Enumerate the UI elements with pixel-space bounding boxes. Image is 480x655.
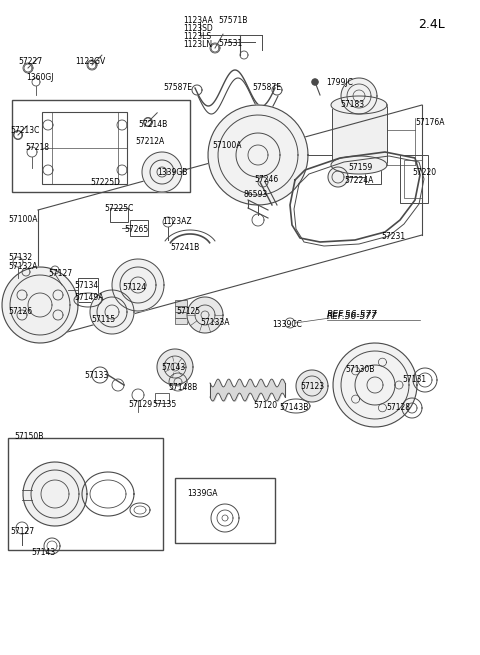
Text: 57131: 57131 <box>402 375 426 384</box>
Text: 57125: 57125 <box>176 307 200 316</box>
Text: 57176A: 57176A <box>415 118 444 127</box>
Text: 57587E: 57587E <box>252 83 281 92</box>
Text: 57571B: 57571B <box>218 16 247 25</box>
Text: 57227: 57227 <box>18 57 42 66</box>
Bar <box>78 278 98 302</box>
Text: 57225D: 57225D <box>90 178 120 187</box>
Polygon shape <box>23 462 87 526</box>
Polygon shape <box>328 167 348 187</box>
Polygon shape <box>208 105 308 205</box>
Text: 57241B: 57241B <box>170 243 199 252</box>
Text: 1123AA: 1123AA <box>183 16 213 25</box>
Text: 57265: 57265 <box>124 225 148 234</box>
Polygon shape <box>112 259 164 311</box>
Text: 57132A: 57132A <box>8 262 37 271</box>
Text: 86593: 86593 <box>244 190 268 199</box>
Polygon shape <box>331 96 387 114</box>
Polygon shape <box>41 480 69 508</box>
Text: 57100A: 57100A <box>212 141 241 150</box>
Bar <box>12 100 190 192</box>
Text: 1339GA: 1339GA <box>187 489 217 498</box>
Polygon shape <box>2 267 78 343</box>
Bar <box>130 220 148 236</box>
Text: 1123LN: 1123LN <box>183 40 212 49</box>
Bar <box>175 318 187 324</box>
Text: 57124: 57124 <box>122 283 146 292</box>
Polygon shape <box>333 343 417 427</box>
Text: 57587E: 57587E <box>163 83 192 92</box>
Text: 57214B: 57214B <box>138 120 167 129</box>
Text: 57120: 57120 <box>253 401 277 410</box>
Text: 57218: 57218 <box>25 143 49 152</box>
Bar <box>38 475 72 513</box>
Text: 2.4L: 2.4L <box>418 18 445 31</box>
Text: 57134: 57134 <box>74 281 98 290</box>
Bar <box>175 312 187 318</box>
Text: 57133: 57133 <box>84 371 108 380</box>
Text: REF.56-577: REF.56-577 <box>327 310 378 319</box>
Text: 57132: 57132 <box>8 253 32 262</box>
Bar <box>365 170 381 184</box>
Bar <box>332 105 387 165</box>
Text: 57213C: 57213C <box>10 126 39 135</box>
Text: 57150B: 57150B <box>14 432 43 441</box>
Text: 57148B: 57148B <box>168 383 197 392</box>
Bar <box>175 478 275 543</box>
Text: 57231: 57231 <box>381 232 405 241</box>
Text: 57143B: 57143B <box>279 403 308 412</box>
Polygon shape <box>341 78 377 114</box>
Text: 57127: 57127 <box>10 527 34 536</box>
Bar <box>175 306 187 312</box>
Text: 57115: 57115 <box>91 315 115 324</box>
Text: 57246: 57246 <box>254 175 278 184</box>
Text: 57143: 57143 <box>161 363 185 372</box>
Text: 57149A: 57149A <box>74 293 104 302</box>
Text: 57159: 57159 <box>348 163 372 172</box>
Polygon shape <box>90 290 134 334</box>
Text: 57133A: 57133A <box>200 318 229 327</box>
Text: 57127: 57127 <box>48 269 72 278</box>
Text: 57224A: 57224A <box>344 176 373 185</box>
Polygon shape <box>142 152 182 192</box>
Text: 57135: 57135 <box>152 400 176 409</box>
Text: REF.56-577: REF.56-577 <box>327 312 378 321</box>
Text: 57225C: 57225C <box>104 204 133 213</box>
Text: 1339GB: 1339GB <box>157 168 187 177</box>
Polygon shape <box>312 79 318 85</box>
Polygon shape <box>331 156 387 174</box>
Polygon shape <box>296 370 328 402</box>
Text: 57183: 57183 <box>340 100 364 109</box>
Text: 57126: 57126 <box>8 307 32 316</box>
Bar <box>404 160 422 198</box>
Bar <box>110 208 128 222</box>
Bar <box>400 155 428 203</box>
Text: 57143: 57143 <box>31 548 55 557</box>
Text: 1123LS: 1123LS <box>183 32 211 41</box>
Text: 57212A: 57212A <box>135 137 164 146</box>
Bar <box>8 438 163 550</box>
Text: 1123AZ: 1123AZ <box>162 217 192 226</box>
Text: 57123: 57123 <box>300 382 324 391</box>
Text: 1360GJ: 1360GJ <box>26 73 53 82</box>
Bar <box>175 300 187 306</box>
Polygon shape <box>157 349 193 385</box>
Bar <box>42 112 127 184</box>
Text: 57128: 57128 <box>386 403 410 412</box>
Polygon shape <box>187 297 223 333</box>
Bar <box>155 393 169 403</box>
Text: 57100A: 57100A <box>8 215 37 224</box>
Text: 57220: 57220 <box>412 168 436 177</box>
Text: 57130B: 57130B <box>345 365 374 374</box>
Text: 57531: 57531 <box>218 39 242 48</box>
Text: 1799JC: 1799JC <box>326 78 353 87</box>
Text: 57129: 57129 <box>128 400 152 409</box>
Text: 1123SD: 1123SD <box>183 24 213 33</box>
Text: 1339CC: 1339CC <box>272 320 302 329</box>
Text: 1123GV: 1123GV <box>75 57 105 66</box>
